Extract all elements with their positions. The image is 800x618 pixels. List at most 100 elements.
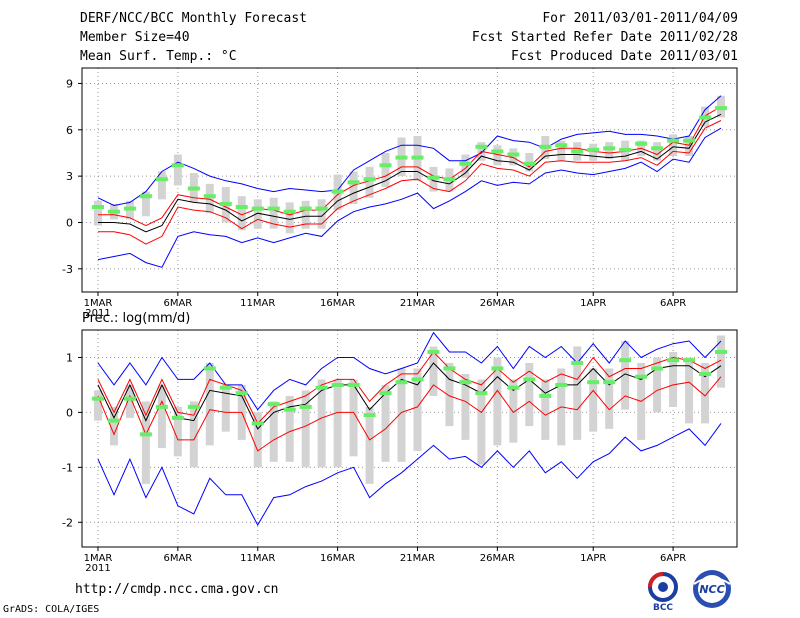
median-marker: [715, 349, 728, 354]
median-marker: [523, 377, 536, 382]
box-bar: [109, 406, 118, 446]
box-bar: [93, 390, 102, 421]
box-bar: [653, 142, 662, 161]
median-marker: [187, 404, 200, 409]
box-bar: [173, 406, 182, 457]
box-bar: [557, 140, 566, 161]
median-marker: [363, 413, 376, 418]
box-bar: [157, 171, 166, 200]
median-marker: [315, 385, 328, 390]
median-marker: [267, 206, 280, 211]
y-tick-label: 1: [66, 351, 73, 364]
median-marker: [571, 360, 584, 365]
x-tick-label: 6APR: [660, 298, 686, 309]
median-marker: [411, 377, 424, 382]
median-marker: [155, 177, 168, 182]
series-line-max: [97, 95, 722, 207]
median-marker: [683, 358, 696, 363]
median-marker: [91, 396, 104, 401]
median-marker: [459, 380, 472, 385]
median-marker: [571, 149, 584, 154]
median-marker: [443, 366, 456, 371]
median-marker: [107, 418, 120, 423]
x-tick-label: 21MAR: [400, 553, 435, 564]
median-marker: [171, 415, 184, 420]
median-marker: [683, 138, 696, 143]
box-bar: [157, 384, 166, 449]
median-marker: [667, 358, 680, 363]
box-bar: [429, 346, 438, 396]
median-marker: [187, 186, 200, 191]
median-marker: [235, 391, 248, 396]
median-marker: [459, 161, 472, 166]
median-marker: [651, 146, 664, 151]
source-url[interactable]: http://cmdp.ncc.cma.gov.cn: [75, 582, 279, 597]
median-marker: [427, 349, 440, 354]
box-bar: [205, 183, 214, 214]
box-bar: [365, 406, 374, 484]
box-bar: [653, 357, 662, 413]
x-tick-label: 21MAR: [400, 298, 435, 309]
box-bar: [141, 401, 150, 484]
box-bar: [701, 362, 710, 424]
median-marker: [395, 155, 408, 160]
median-marker: [587, 147, 600, 152]
box-bar: [349, 171, 358, 204]
median-marker: [475, 391, 488, 396]
x-tick-label: 11MAR: [240, 553, 275, 564]
box-bar: [669, 351, 678, 407]
median-marker: [347, 180, 360, 185]
median-marker: [699, 371, 712, 376]
median-marker: [219, 201, 232, 206]
median-marker: [219, 385, 232, 390]
box-bar: [493, 357, 502, 446]
median-marker: [427, 175, 440, 180]
x-tick-label: 16MAR: [320, 298, 355, 309]
bcc-logo-icon: BCC: [648, 572, 678, 612]
series-line-spread_high: [97, 351, 722, 425]
median-marker: [123, 206, 136, 211]
year-label: 2011: [85, 563, 110, 574]
median-marker: [603, 146, 616, 151]
median-marker: [203, 194, 216, 199]
median-marker: [107, 209, 120, 214]
x-tick-label: 6MAR: [163, 553, 192, 564]
median-marker: [379, 163, 392, 168]
year-label: 2011: [85, 308, 110, 319]
median-marker: [315, 206, 328, 211]
x-tick-label: 26MAR: [480, 298, 515, 309]
box-bar: [685, 135, 694, 157]
box-bar: [573, 346, 582, 440]
panel-title: Prec.: log(mm/d): [82, 311, 190, 326]
box-bar: [253, 412, 262, 468]
x-tick-label: 11MAR: [240, 298, 275, 309]
box-bar: [269, 197, 278, 229]
box-bar: [621, 340, 630, 410]
box-bar: [93, 200, 102, 226]
x-tick-label: 1APR: [580, 553, 606, 564]
series-line-min: [97, 423, 722, 527]
forecast-period: For 2011/03/01-2011/04/09: [542, 11, 738, 26]
median-marker: [635, 141, 648, 146]
box-bar: [317, 199, 326, 229]
median-marker: [139, 194, 152, 199]
box-bar: [381, 152, 390, 187]
median-marker: [123, 396, 136, 401]
box-bar: [589, 368, 598, 432]
median-marker: [139, 432, 152, 437]
chart-title: DERF/NCC/BCC Monthly Forecast: [80, 11, 307, 26]
median-marker: [603, 380, 616, 385]
plot-frame: [81, 329, 738, 548]
median-marker: [363, 177, 376, 182]
box-bar: [605, 368, 614, 429]
median-marker: [667, 138, 680, 143]
median-marker: [651, 366, 664, 371]
series-line-mean: [97, 362, 722, 430]
bcc-logo-text: BCC: [653, 603, 673, 612]
median-marker: [619, 147, 632, 152]
median-marker: [347, 382, 360, 387]
median-marker: [395, 380, 408, 385]
y-tick-label: 9: [66, 77, 73, 90]
